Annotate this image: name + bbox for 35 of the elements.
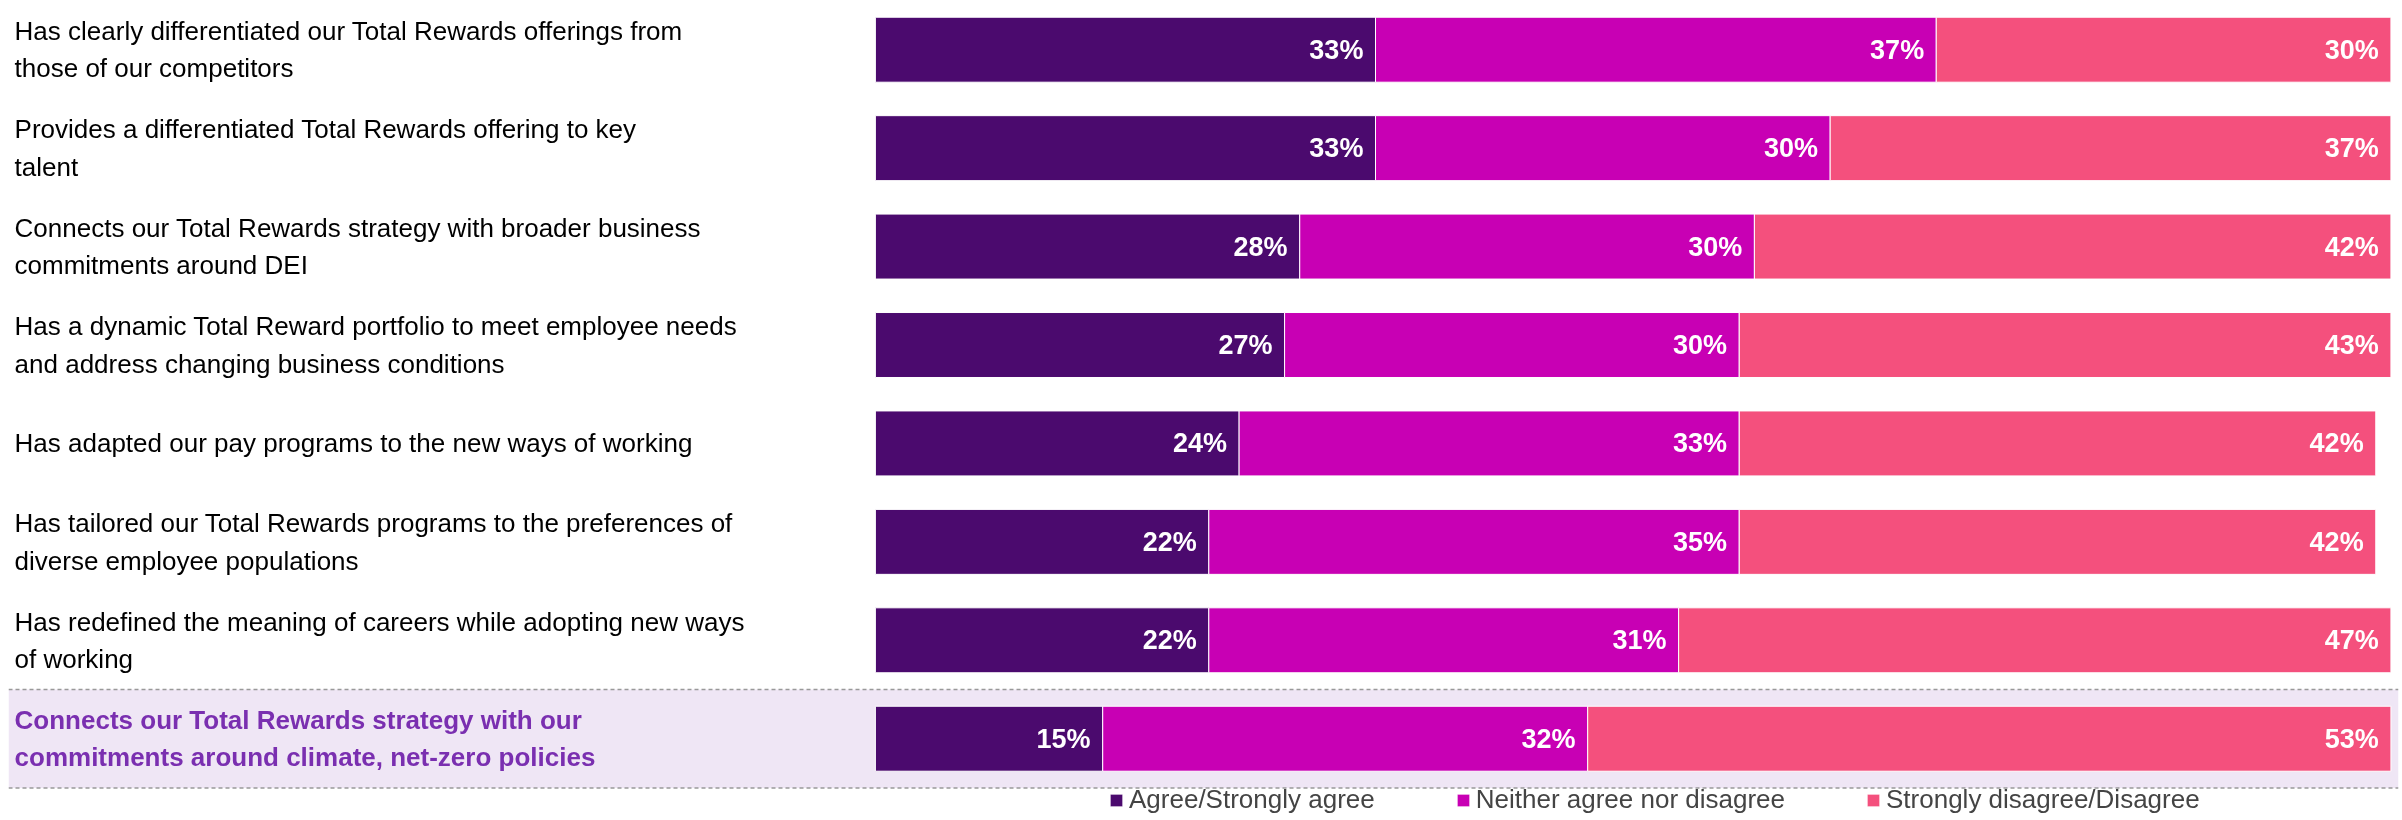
data-label: 42%: [2309, 428, 2364, 459]
data-label: 33%: [1309, 133, 1364, 164]
data-label: 42%: [2309, 526, 2364, 557]
data-label: 30%: [2324, 34, 2379, 65]
data-label: 15%: [1036, 723, 1091, 754]
legend-label: Agree/Strongly agree: [1129, 784, 1375, 815]
y-tick-label: Connects our Total Rewards strategy with broader business commitments around DEI: [14, 212, 701, 281]
data-label: 31%: [1612, 625, 1667, 656]
y-tick-label: Has redefined the meaning of careers while adopting new ways of working: [14, 606, 745, 675]
data-label: 22%: [1142, 625, 1197, 656]
y-tick-label: Has a dynamic Total Reward portfolio to meet employee needs and address changing business conditions: [14, 311, 737, 379]
data-label: 22%: [1142, 526, 1197, 557]
data-label: 33%: [1309, 34, 1364, 65]
data-label: 47%: [2324, 625, 2379, 656]
data-label: 27%: [1218, 330, 1273, 360]
data-label: 30%: [1673, 330, 1728, 360]
data-label: 53%: [2324, 723, 2379, 754]
y-tick-label: Connects our Total Rewards strategy with our commitments around climate, net-zero policies: [14, 704, 596, 773]
data-label: 42%: [2324, 231, 2379, 262]
data-label: 28%: [1233, 231, 1288, 262]
data-label: 30%: [1764, 133, 1819, 164]
data-label: 32%: [1521, 723, 1576, 754]
y-tick-label: Has tailored our Total Rewards programs to the preferences of diverse employee populations: [14, 508, 734, 576]
y-tick-label: Provides a differentiated Total Rewards offering to key talent: [14, 114, 637, 182]
data-label: 30%: [1688, 231, 1743, 262]
y-tick-label: Has clearly differentiated our Total Rewards offerings from those of our competitors: [14, 15, 683, 84]
data-label: 35%: [1673, 526, 1728, 557]
legend-label: Neither agree nor disagree: [1475, 784, 1786, 815]
data-label: 37%: [2324, 133, 2379, 164]
legend-label: Strongly disagree/Disagree: [1886, 784, 2200, 815]
y-tick-label: Has adapted our pay programs to the new ways of working: [14, 428, 693, 459]
data-label: 24%: [1172, 428, 1227, 459]
data-label: 37%: [1870, 34, 1925, 65]
data-label: 43%: [2324, 330, 2379, 360]
data-label: 33%: [1673, 428, 1728, 459]
